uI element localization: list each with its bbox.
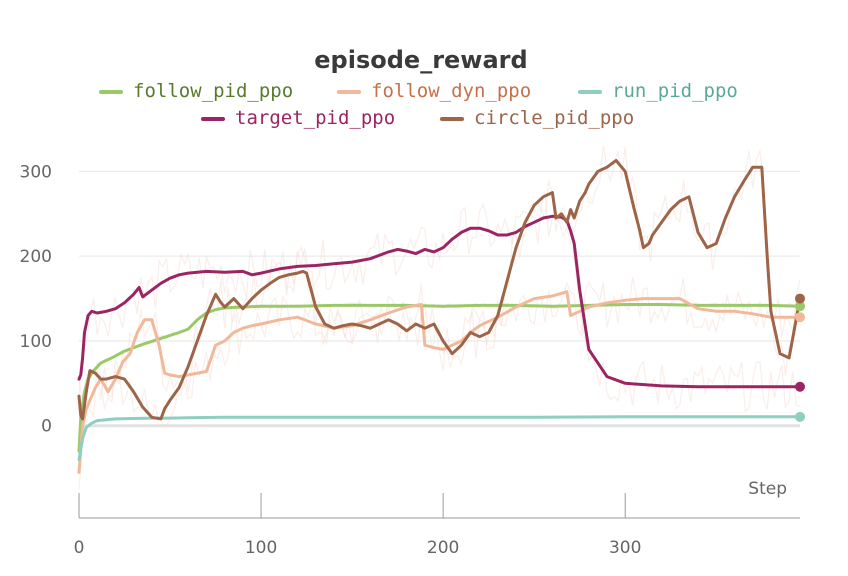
legend-item-follow_dyn_ppo[interactable]: follow_dyn_ppo [337,80,531,102]
legend-item-target_pid_ppo[interactable]: target_pid_ppo [201,107,395,129]
end-marker-run_pid_ppo [795,411,805,422]
raw-trace-circle_pid_ppo [78,145,801,428]
legend-label: follow_pid_ppo [133,80,293,102]
axes: 0 100 200 300 0 100 200 300 [20,162,800,558]
x-tick-label: 0 [74,538,85,558]
series-lines [77,158,802,474]
end-marker-follow_dyn_ppo [795,312,805,323]
series-line-follow_pid_ppo[interactable] [77,303,802,453]
grid-lines [79,170,800,428]
series-line-circle_pid_ppo[interactable] [77,158,802,421]
series-line-run_pid_ppo[interactable] [77,415,802,462]
raw-trace-follow_pid_ppo [78,301,801,452]
x-tick-label: 200 [427,538,459,558]
series-line-follow_dyn_ppo[interactable] [77,290,802,474]
end-markers [795,293,805,422]
x-tick-label: 300 [609,538,641,558]
end-marker-target_pid_ppo [795,381,805,392]
y-tick-label: 100 [20,332,52,352]
y-tick-label: 0 [41,417,52,437]
legend-label: circle_pid_ppo [474,107,634,129]
end-marker-circle_pid_ppo [795,293,805,304]
series-line-target_pid_ppo[interactable] [77,214,802,389]
legend-item-follow_pid_ppo[interactable]: follow_pid_ppo [99,80,293,102]
legend-item-run_pid_ppo[interactable]: run_pid_ppo [578,80,738,102]
raw-traces [78,145,801,490]
y-tick-label: 300 [20,162,52,182]
chart-title: episode_reward [314,46,527,74]
legend-label: target_pid_ppo [235,107,395,129]
legend-label: follow_dyn_ppo [371,80,531,102]
raw-trace-target_pid_ppo [78,192,801,414]
end-marker-follow_pid_ppo [795,301,805,312]
x-tick-label: 100 [245,538,277,558]
legend-item-circle_pid_ppo[interactable]: circle_pid_ppo [440,107,634,129]
legend-label: run_pid_ppo [612,80,738,102]
x-axis-label: Step [748,479,787,499]
legend[interactable]: follow_pid_ppo follow_dyn_ppo run_pid_ppot… [99,80,738,129]
y-tick-label: 200 [20,247,52,267]
